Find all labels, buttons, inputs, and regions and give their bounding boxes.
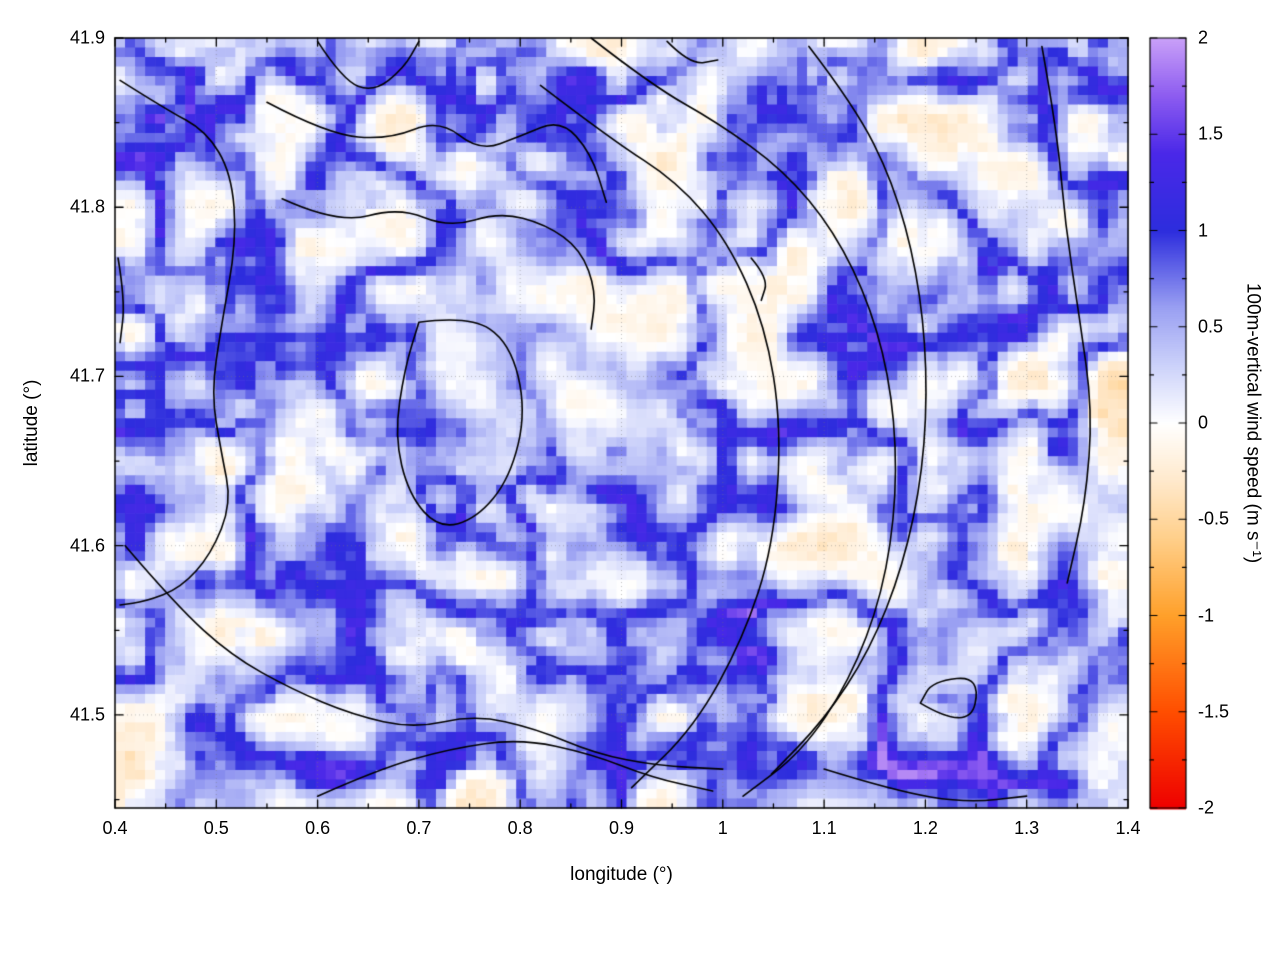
colorbar-tick-label: -1: [1198, 605, 1215, 625]
x-tick-label: 1.3: [1014, 818, 1040, 838]
x-tick-label: 0.5: [203, 818, 229, 838]
colorbar-tick-label: -2: [1198, 797, 1215, 818]
x-tick-label: 1.2: [912, 818, 938, 838]
x-tick-label: 1.1: [811, 818, 837, 838]
x-tick-label: 1.4: [1115, 818, 1141, 838]
x-axis-title: longitude (°): [570, 864, 673, 885]
y-tick-label: 41.6: [69, 535, 105, 556]
colorbar-title: 100m-vertical wind speed (m s⁻¹): [1242, 282, 1264, 564]
y-tick-label: 41.9: [69, 27, 105, 48]
colorbar-tick-label: 2: [1198, 27, 1209, 48]
x-tick-label: 0.8: [507, 818, 533, 838]
colorbar-tick-label: 1.5: [1198, 123, 1224, 144]
colorbar-tick-label: -1.5: [1198, 701, 1230, 722]
colorbar-tick-label: 0.5: [1198, 316, 1224, 337]
x-tick-label: 0.4: [102, 818, 128, 838]
y-tick-label: 41.7: [69, 365, 105, 386]
y-tick-label: 41.8: [69, 196, 105, 217]
y-tick-label: 41.5: [69, 704, 105, 725]
y-axis-title: latitude (°): [21, 379, 42, 467]
colorbar-tick-label: 1: [1198, 220, 1209, 240]
x-tick-label: 0.7: [406, 818, 432, 838]
x-tick-label: 0.9: [608, 818, 635, 838]
x-tick-label: 1: [717, 818, 728, 838]
colorbar-tick-label: -0.5: [1198, 508, 1230, 529]
x-tick-label: 0.6: [305, 818, 331, 838]
colorbar-tick-label: 0: [1198, 412, 1209, 433]
